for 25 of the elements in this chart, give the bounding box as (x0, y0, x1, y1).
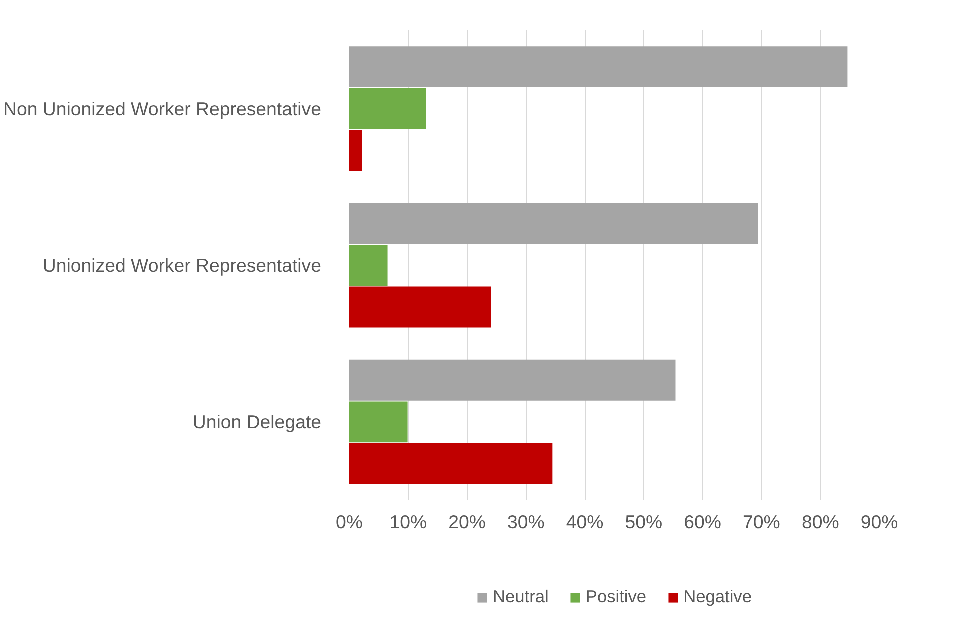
bar (350, 46, 848, 88)
bar (350, 203, 758, 244)
x-tick-label: 50% (625, 512, 663, 532)
x-tick-label: 90% (860, 512, 898, 532)
x-tick-label: 40% (566, 512, 604, 532)
bar (350, 88, 426, 130)
x-tick-label: 20% (448, 512, 486, 532)
x-tick-label: 80% (802, 512, 840, 532)
legend-label: Negative (684, 586, 752, 608)
x-tick-label: 30% (507, 512, 545, 532)
x-tick-label: 10% (390, 512, 428, 532)
legend-label: Neutral (493, 586, 549, 608)
y-tick-label: Union Delegate (192, 412, 322, 433)
bar (350, 402, 408, 443)
bar (350, 245, 388, 286)
bar (350, 130, 362, 172)
bar (350, 443, 553, 484)
bar (350, 360, 676, 401)
y-tick-label: Non Unionized Worker Representative (3, 98, 322, 120)
y-tick-label: Unionized Worker Representative (42, 255, 322, 276)
x-tick-label: 60% (684, 512, 722, 532)
bar (350, 286, 492, 328)
legend-label: Positive (586, 586, 647, 608)
x-tick-label: 0% (336, 512, 363, 532)
x-tick-label: 70% (743, 512, 780, 532)
